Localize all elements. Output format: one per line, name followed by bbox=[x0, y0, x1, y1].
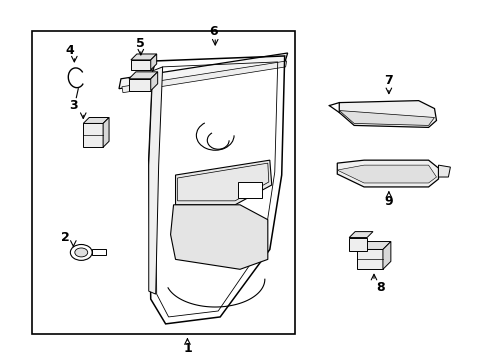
Bar bbox=[348, 238, 366, 251]
Bar bbox=[356, 249, 382, 269]
Text: 8: 8 bbox=[376, 281, 385, 294]
Polygon shape bbox=[148, 67, 163, 294]
Polygon shape bbox=[339, 100, 436, 127]
Polygon shape bbox=[131, 54, 156, 60]
Text: 1: 1 bbox=[183, 342, 191, 355]
Polygon shape bbox=[122, 61, 286, 93]
Ellipse shape bbox=[75, 248, 87, 257]
Bar bbox=[131, 60, 150, 70]
Polygon shape bbox=[119, 53, 287, 89]
Polygon shape bbox=[170, 205, 267, 269]
Polygon shape bbox=[337, 160, 438, 187]
Polygon shape bbox=[339, 111, 434, 125]
Text: 9: 9 bbox=[384, 195, 392, 208]
Text: 3: 3 bbox=[69, 99, 78, 112]
Text: 7: 7 bbox=[384, 74, 392, 87]
Polygon shape bbox=[356, 242, 390, 249]
Polygon shape bbox=[83, 117, 109, 123]
Text: 4: 4 bbox=[65, 44, 74, 57]
Polygon shape bbox=[129, 72, 157, 79]
Text: 2: 2 bbox=[61, 231, 70, 244]
Polygon shape bbox=[438, 165, 449, 177]
Bar bbox=[83, 123, 103, 147]
Ellipse shape bbox=[373, 167, 403, 181]
Polygon shape bbox=[348, 231, 372, 238]
Polygon shape bbox=[103, 117, 109, 147]
Text: 5: 5 bbox=[136, 37, 145, 50]
Text: 6: 6 bbox=[208, 24, 217, 38]
Polygon shape bbox=[175, 160, 271, 205]
Bar bbox=[238, 182, 262, 198]
Bar bbox=[129, 79, 150, 91]
Ellipse shape bbox=[70, 244, 92, 260]
Polygon shape bbox=[337, 165, 436, 183]
Polygon shape bbox=[382, 242, 390, 269]
Bar bbox=[92, 249, 106, 255]
Polygon shape bbox=[150, 72, 157, 91]
Polygon shape bbox=[150, 54, 156, 70]
Bar bbox=[32, 31, 294, 334]
